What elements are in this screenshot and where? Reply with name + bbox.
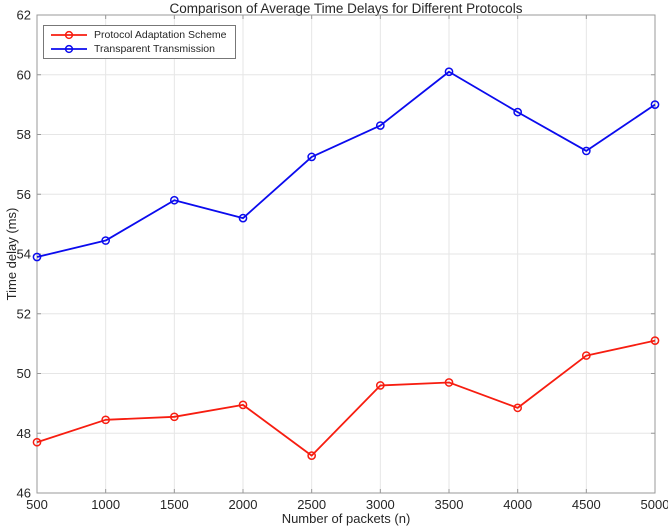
x-tick-label: 3500 (435, 497, 464, 512)
legend: Protocol Adaptation Scheme Transparent T… (43, 25, 236, 59)
y-tick-label: 48 (17, 426, 31, 441)
data-point-marker (238, 400, 248, 410)
data-point-marker (650, 336, 660, 345)
data-point-marker (513, 107, 523, 117)
data-point-marker (101, 236, 111, 245)
data-point-marker (169, 412, 179, 422)
x-tick-label: 2000 (229, 497, 258, 512)
y-tick-label: 54 (17, 247, 31, 262)
legend-label: Transparent Transmission (94, 42, 215, 55)
legend-line-marker-icon (51, 30, 87, 39)
data-point-marker (513, 403, 523, 413)
data-point-marker (444, 378, 454, 387)
data-point-marker (307, 451, 317, 461)
x-tick-label: 500 (26, 497, 48, 512)
legend-entry: Transparent Transmission (51, 42, 227, 55)
x-tick-label: 3000 (366, 497, 395, 512)
y-tick-label: 56 (17, 187, 31, 202)
data-point-marker (307, 152, 317, 162)
data-point-marker (32, 252, 42, 262)
x-tick-label: 1500 (160, 497, 189, 512)
legend-entry: Protocol Adaptation Scheme (51, 28, 227, 41)
y-tick-label: 46 (17, 486, 31, 501)
y-tick-label: 60 (17, 67, 31, 82)
x-axis-label: Number of packets (n) (281, 511, 411, 526)
x-tick-label: 5000 (641, 497, 668, 512)
data-point-marker (238, 213, 248, 223)
legend-line-marker-icon (51, 44, 87, 53)
data-point-marker (581, 351, 591, 360)
legend-label: Protocol Adaptation Scheme (94, 28, 227, 41)
series-line (36, 70, 656, 258)
y-tick-label: 50 (17, 366, 31, 381)
y-tick-label: 62 (17, 8, 31, 23)
data-point-marker (650, 100, 660, 109)
data-point-marker (375, 381, 385, 390)
data-point-marker (581, 146, 591, 156)
y-tick-label: 58 (17, 127, 31, 142)
chart-title: Comparison of Average Time Delays for Di… (169, 1, 523, 16)
x-tick-label: 4000 (503, 497, 532, 512)
data-point-marker (101, 415, 111, 425)
x-tick-label: 1000 (91, 497, 120, 512)
x-tick-label: 4500 (572, 497, 601, 512)
data-point-marker (375, 121, 385, 130)
y-tick-label: 52 (17, 306, 31, 321)
series-line (36, 339, 656, 457)
x-tick-label: 2500 (297, 497, 326, 512)
data-point-marker (32, 437, 42, 447)
data-point-marker (169, 195, 179, 205)
data-point-marker (444, 67, 454, 77)
